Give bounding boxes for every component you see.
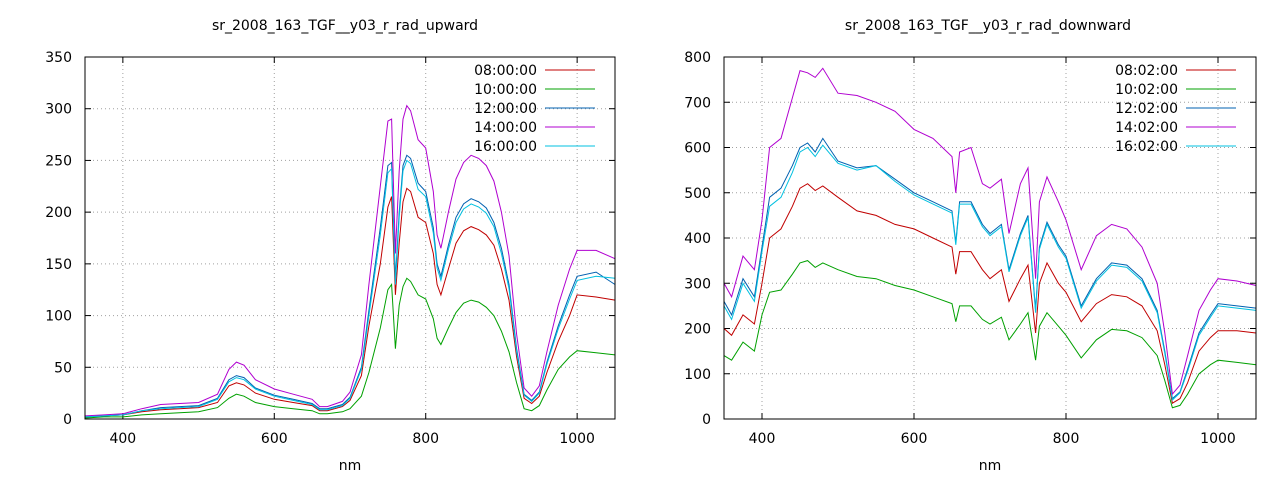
- x-tick-label: 600: [261, 431, 288, 447]
- y-tick-label: 250: [45, 153, 72, 169]
- x-tick-label: 1000: [1200, 431, 1236, 447]
- plot-frame: [84, 56, 616, 420]
- y-tick-label: 400: [684, 231, 711, 247]
- chart-title: sr_2008_163_TGF__y03_r_rad_upward: [212, 18, 478, 34]
- legend: 08:02:00 10:02:00 12:02:00 14:02:00 16:02:00: [1115, 63, 1236, 155]
- x-tick-label: 400: [109, 431, 136, 447]
- legend-label: 16:02:00: [1115, 139, 1178, 155]
- y-tick-label: 700: [684, 95, 711, 111]
- series-line-140200: [723, 67, 1257, 396]
- y-tick-label: 300: [684, 276, 711, 292]
- legend-label: 08:02:00: [1115, 63, 1178, 79]
- plot-frame: [723, 56, 1257, 420]
- x-axis-label: nm: [979, 458, 1002, 474]
- y-tick-label: 100: [684, 367, 711, 383]
- legend-label: 12:02:00: [1115, 101, 1178, 117]
- series-line-080000: [84, 187, 616, 418]
- y-tick-label: 500: [684, 186, 711, 202]
- x-axis-label: nm: [339, 458, 362, 474]
- y-tick-label: 600: [684, 141, 711, 157]
- x-tick-label: 800: [412, 431, 439, 447]
- y-tick-label: 800: [684, 50, 711, 66]
- series-line-120000: [84, 154, 616, 418]
- series-line-100000: [84, 277, 616, 419]
- y-tick-label: 50: [54, 360, 72, 376]
- legend-label: 10:02:00: [1115, 82, 1178, 98]
- chart-panel-2: sr_2008_163_TGF__y03_r_rad_downward 400 60…: [684, 18, 1257, 474]
- series-line-120200: [723, 137, 1257, 400]
- series-line-100200: [723, 260, 1257, 409]
- y-tick-label: 150: [45, 257, 72, 273]
- y-tick-label: 0: [702, 412, 711, 428]
- legend-label: 08:00:00: [474, 63, 537, 79]
- y-tick-label: 350: [45, 50, 72, 66]
- y-tick-label: 100: [45, 309, 72, 325]
- legend: 08:00:00 10:00:00 12:00:00 14:00:00 16:00:00: [474, 63, 595, 155]
- y-tick-label: 300: [45, 102, 72, 118]
- legend-label: 14:00:00: [474, 120, 537, 136]
- series-line-140000: [84, 104, 616, 417]
- y-tick-label: 0: [63, 412, 72, 428]
- legend-label: 10:00:00: [474, 82, 537, 98]
- x-tick-label: 400: [749, 431, 776, 447]
- series-line-160000: [84, 159, 616, 418]
- x-tick-label: 800: [1053, 431, 1080, 447]
- series-line-080200: [723, 183, 1257, 404]
- y-tick-label: 200: [45, 205, 72, 221]
- x-tick-label: 600: [901, 431, 928, 447]
- y-tick-label: 200: [684, 322, 711, 338]
- legend-label: 12:00:00: [474, 101, 537, 117]
- series-line-160200: [723, 144, 1257, 402]
- chart-title: sr_2008_163_TGF__y03_r_rad_downward: [845, 18, 1131, 34]
- legend-label: 16:00:00: [474, 139, 537, 155]
- x-tick-label: 1000: [559, 431, 595, 447]
- chart-panel-1: sr_2008_163_TGF__y03_r_rad_upward 400 600 8…: [45, 18, 616, 474]
- legend-label: 14:02:00: [1115, 120, 1178, 136]
